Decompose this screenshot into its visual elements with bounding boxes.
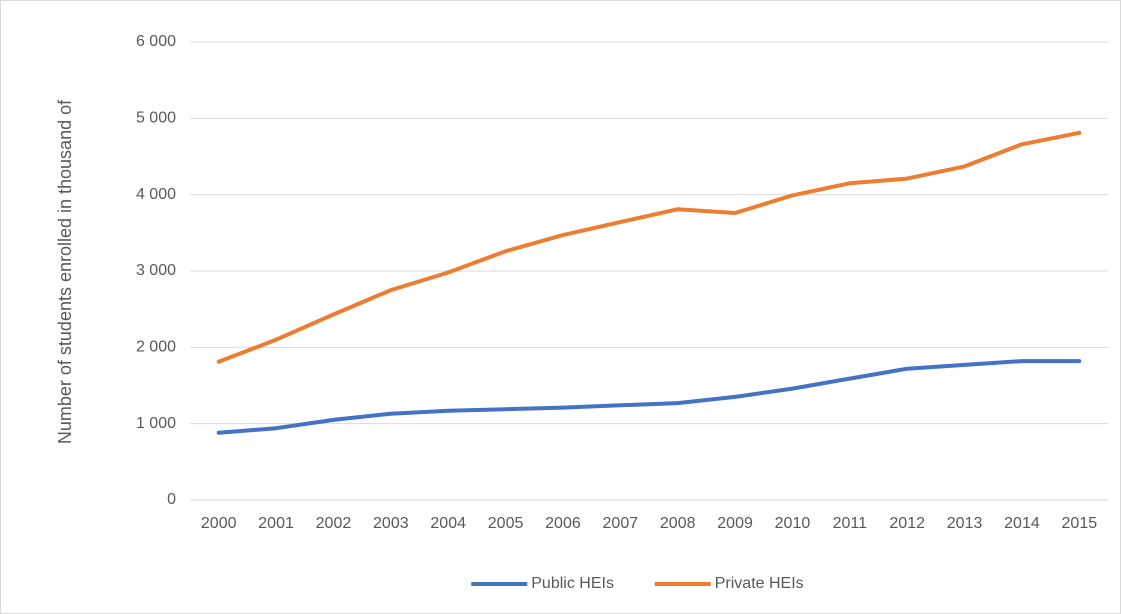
x-tick-label: 2008	[660, 515, 696, 532]
x-tick-label: 2000	[201, 515, 237, 532]
line-series	[216, 130, 1082, 364]
y-tick-label: 1 000	[136, 415, 176, 432]
y-axis-label: Number of students enrolled in thousand …	[55, 99, 75, 444]
x-tick-label: 2004	[430, 515, 466, 532]
x-tick-label: 2010	[775, 515, 811, 532]
y-tick-label: 2 000	[136, 339, 176, 356]
legend-label: Private HEIs	[715, 575, 804, 592]
x-tick-label: 2003	[373, 515, 409, 532]
x-tick-label: 2012	[889, 515, 925, 532]
y-tick-label: 0	[167, 491, 176, 508]
line-series	[216, 359, 1082, 435]
x-tick-label: 2013	[947, 515, 983, 532]
y-tick-label: 6 000	[136, 33, 176, 50]
x-tick-label: 2001	[258, 515, 294, 532]
x-tick-label: 2009	[717, 515, 753, 532]
legend-label: Public HEIs	[531, 575, 614, 592]
x-tick-label: 2015	[1062, 515, 1098, 532]
x-tick-label: 2011	[833, 515, 868, 532]
y-tick-label: 3 000	[136, 262, 176, 279]
y-tick-label: 4 000	[136, 186, 176, 203]
x-tick-label: 2002	[316, 515, 352, 532]
x-tick-label: 2005	[488, 515, 524, 532]
x-tick-label: 2007	[603, 515, 639, 532]
x-tick-label: 2006	[545, 515, 581, 532]
x-tick-label: 2014	[1004, 515, 1040, 532]
y-tick-label: 5 000	[136, 110, 176, 127]
